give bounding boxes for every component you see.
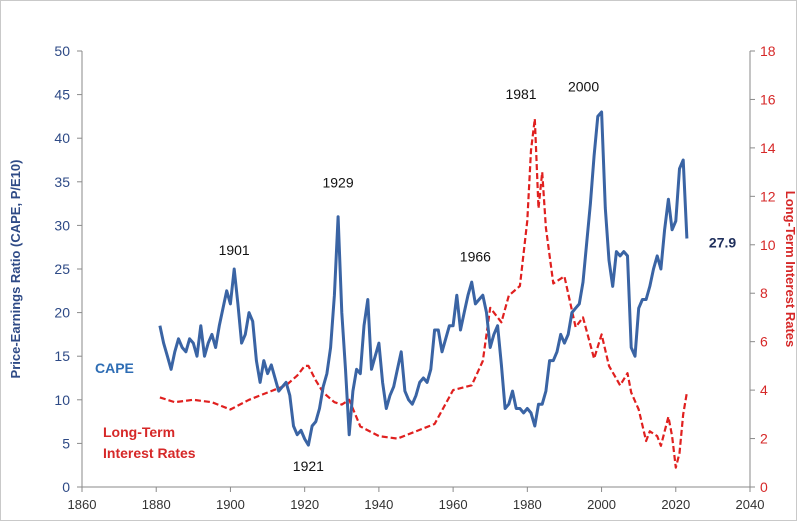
series-cape <box>158 110 689 447</box>
y-right-tick-label: 10 <box>760 237 776 253</box>
x-tick-label: 1860 <box>68 497 97 512</box>
y-right-tick-label: 2 <box>760 431 768 447</box>
x-tick-label: 1900 <box>216 497 245 512</box>
y-right-tick-label: 14 <box>760 140 776 156</box>
y-left-tick-label: 25 <box>54 261 70 277</box>
y-axis-right-label: Long-Term Interest Rates <box>783 191 797 348</box>
y-right-tick-label: 6 <box>760 334 768 350</box>
annotation-year-1929: 1929 <box>322 175 353 191</box>
series-label-rates-line2: Interest Rates <box>103 445 196 461</box>
y-axis-left-label: Price-Earnings Ratio (CAPE, P/E10) <box>8 160 23 379</box>
y-right-tick-label: 0 <box>760 479 768 495</box>
x-tick-label: 1980 <box>513 497 542 512</box>
annotation-year-1966: 1966 <box>460 249 491 265</box>
series-label-rates-line1: Long-Term <box>103 424 175 440</box>
y-right-tick-label: 18 <box>760 43 776 59</box>
cape-line <box>158 110 689 447</box>
rates-line <box>159 117 688 469</box>
y-left-tick-label: 50 <box>54 43 70 59</box>
y-right-tick-label: 16 <box>760 91 776 107</box>
annotation-year-1901: 1901 <box>219 242 250 258</box>
annotation-year-1981: 1981 <box>505 86 536 102</box>
series-long-term-interest-rates <box>159 117 688 469</box>
y-left-tick-label: 20 <box>54 305 70 321</box>
annotation-current-value: 27.9 <box>709 235 736 251</box>
y-right-tick-label: 8 <box>760 285 768 301</box>
y-left-tick-label: 40 <box>54 130 70 146</box>
y-left-tick-label: 5 <box>62 435 70 451</box>
series-label-cape: CAPE <box>95 360 134 376</box>
y-left-tick-label: 0 <box>62 479 70 495</box>
axes: 0 5 10 15 20 25 30 35 40 45 50 0 2 4 6 8 10 12 14 16 18 1860 1… <box>54 43 775 512</box>
y-left-tick-label: 45 <box>54 87 70 103</box>
y-left-tick-label: 35 <box>54 174 70 190</box>
x-tick-label: 1960 <box>439 497 468 512</box>
x-tick-label: 1880 <box>142 497 171 512</box>
chart-labels: Price-Earnings Ratio (CAPE, P/E10) Long-… <box>8 160 797 461</box>
y-left-tick-label: 10 <box>54 392 70 408</box>
y-right-tick-label: 12 <box>760 188 776 204</box>
y-left-tick-label: 30 <box>54 217 70 233</box>
y-left-tick-label: 15 <box>54 348 70 364</box>
annotations: 1901 1921 1929 1966 1981 2000 27.9 <box>219 78 737 474</box>
y-right-tick-label: 4 <box>760 382 768 398</box>
x-tick-label: 2000 <box>587 497 616 512</box>
x-tick-label: 2040 <box>736 497 765 512</box>
annotation-year-1921: 1921 <box>293 458 324 474</box>
x-tick-label: 2020 <box>661 497 690 512</box>
annotation-year-2000: 2000 <box>568 78 599 94</box>
x-tick-label: 1940 <box>364 497 393 512</box>
x-tick-label: 1920 <box>290 497 319 512</box>
